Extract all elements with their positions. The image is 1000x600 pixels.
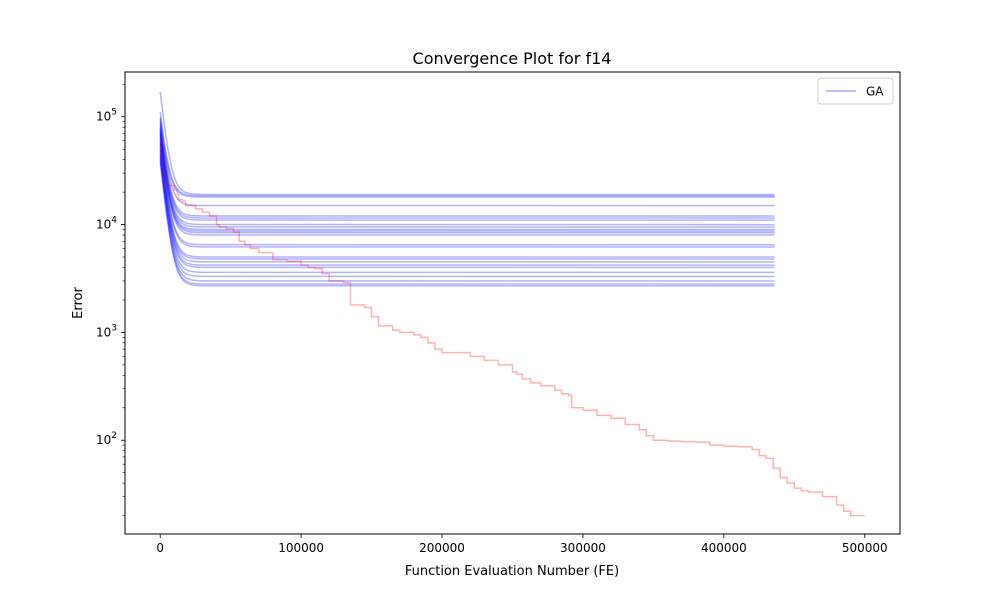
- ga-run-line: [159, 132, 775, 231]
- ga-run-line: [159, 130, 775, 228]
- legend-label: GA: [866, 85, 884, 99]
- ga-run-line: [159, 124, 775, 219]
- ga-run-line: [159, 91, 775, 196]
- ga-run-line: [159, 140, 775, 248]
- x-tick-label: 200000: [419, 541, 465, 555]
- y-tick-label: 103: [96, 323, 117, 339]
- x-tick-label: 100000: [278, 541, 324, 555]
- ga-run-line: [159, 119, 775, 207]
- ga-run-line: [159, 133, 775, 232]
- ga-series-group: [159, 91, 775, 287]
- ga-run-line: [159, 147, 775, 263]
- plot-frame: [124, 71, 901, 535]
- ga-run-line: [159, 155, 775, 278]
- ga-run-line: [159, 142, 775, 258]
- ga-run-line: [159, 139, 775, 246]
- chart-title: Convergence Plot for f14: [413, 49, 612, 68]
- ga-run-line: [159, 134, 775, 234]
- ga-run-line: [159, 116, 775, 198]
- ga-run-line: [159, 127, 775, 221]
- x-axis-label: Function Evaluation Number (FE): [405, 564, 619, 579]
- red-series-group: [160, 139, 865, 517]
- x-tick-label: 400000: [701, 541, 747, 555]
- ga-run-line: [159, 149, 775, 266]
- ga-run-line: [159, 136, 775, 236]
- y-tick-label: 102: [96, 431, 117, 447]
- legend: GA: [817, 77, 894, 105]
- red-series-line: [160, 139, 865, 517]
- y-tick-label: 105: [96, 108, 117, 124]
- x-tick-label: 0: [156, 541, 164, 555]
- ga-run-line: [159, 128, 775, 226]
- y-axis: 102 103 104 105: [96, 83, 125, 516]
- y-axis-label: Error: [71, 287, 86, 319]
- ga-run-line: [159, 112, 775, 197]
- plot-area: [159, 91, 865, 517]
- ga-run-line: [159, 161, 775, 287]
- ga-run-line: [159, 144, 775, 260]
- x-tick-label: 500000: [842, 541, 888, 555]
- legend-box: [817, 77, 894, 105]
- x-tick-label: 300000: [560, 541, 606, 555]
- ga-run-line: [159, 159, 775, 285]
- y-tick-label: 104: [96, 216, 117, 232]
- ga-run-line: [159, 153, 775, 274]
- ga-run-line: [159, 157, 775, 282]
- ga-run-line: [159, 121, 775, 217]
- ga-run-line: [159, 151, 775, 269]
- x-axis: 0 100000 200000 300000 400000 500000: [156, 534, 888, 555]
